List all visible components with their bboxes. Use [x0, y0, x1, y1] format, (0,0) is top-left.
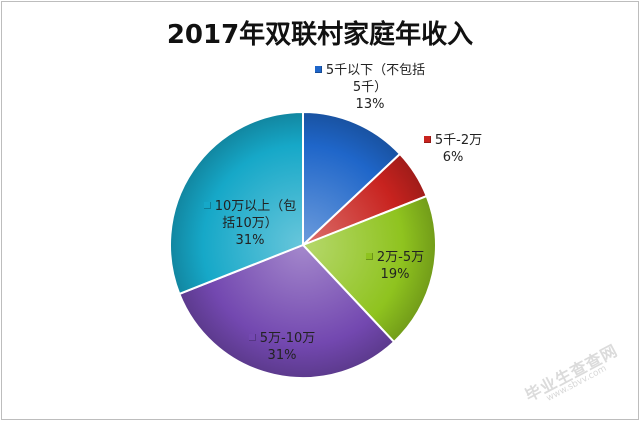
slice-label-over-100k: 10万以上（包 括10万） 31% — [175, 198, 325, 249]
pie-slice-20k-50k — [301, 194, 437, 344]
slice-name: 2万-5万 — [376, 250, 425, 265]
legend-marker-under-5k — [314, 66, 322, 73]
legend-marker-5k-20k — [423, 136, 431, 143]
slice-percent: 31% — [267, 348, 297, 363]
slice-percent: 19% — [380, 267, 410, 282]
pie-slice-under-5k — [302, 110, 402, 248]
legend-marker-20k-50k — [365, 253, 373, 260]
chart-title: 2017年双联村家庭年收入 — [166, 20, 474, 50]
slice-label-under-5k: 5千以下（不包括 5千） 13% — [290, 62, 450, 113]
legend-marker-50k-100k — [248, 334, 256, 341]
pie-slice-over-100k — [169, 110, 304, 296]
slice-name: 5千以下（不包括 5千） — [325, 63, 426, 95]
slice-name: 5千-2万 — [434, 133, 483, 148]
slice-percent: 6% — [442, 150, 464, 165]
slice-name: 5万-10万 — [259, 331, 316, 346]
slice-percent: 13% — [355, 97, 385, 112]
legend-marker-over-100k — [203, 202, 211, 209]
slice-label-50k-100k: 5万-10万 31% — [222, 330, 342, 364]
slice-percent: 31% — [235, 233, 265, 248]
pie-slice-50k-100k — [178, 243, 396, 379]
slice-name: 10万以上（包 括10万） — [214, 199, 297, 231]
slice-label-20k-50k: 2万-5万 19% — [340, 249, 450, 283]
slice-label-5k-20k: 5千-2万 6% — [398, 132, 508, 166]
